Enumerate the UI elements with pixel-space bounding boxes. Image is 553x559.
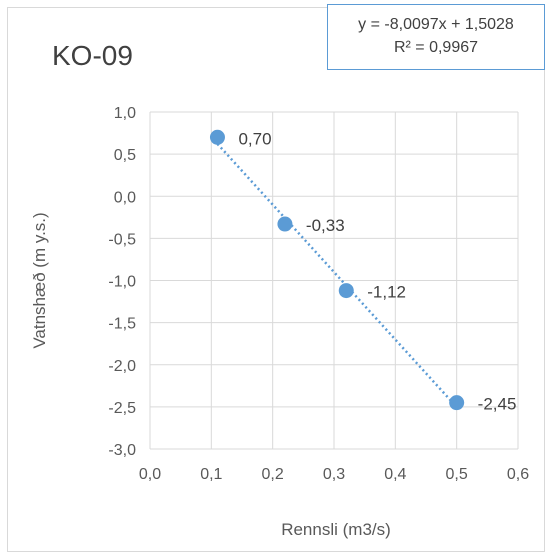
x-axis-ticks: 0,0 0,1 0,2 0,3 0,4 0,5 0,6 [139, 466, 529, 483]
data-point [277, 216, 293, 232]
x-tick-label: 0,0 [139, 466, 161, 483]
y-tick-label: -2,5 [108, 400, 136, 417]
x-tick-label: 0,4 [384, 466, 406, 483]
x-tick-label: 0,6 [507, 466, 529, 483]
trendline-equation-box: y = -8,0097x + 1,5028 R² = 0,9967 [327, 4, 545, 70]
y-axis-ticks: 1,0 0,5 0,0 -0,5 -1,0 -1,5 -2,0 -2,5 -3,0 [108, 105, 136, 459]
x-tick-label: 0,1 [200, 466, 222, 483]
data-point [209, 129, 225, 145]
y-axis-label: Vatnshæð (m y.s.) [30, 212, 49, 348]
x-tick-label: 0,5 [446, 466, 468, 483]
trendline-r2: R² = 0,9967 [393, 39, 479, 56]
grid [149, 111, 519, 450]
x-axis-label: Rennsli (m3/s) [281, 520, 391, 539]
x-tick-label: 0,2 [262, 466, 284, 483]
data-label: -0,33 [306, 216, 345, 235]
y-tick-label: 0,5 [114, 147, 136, 164]
x-tick-label: 0,3 [323, 466, 345, 483]
y-tick-label: -3,0 [108, 442, 136, 459]
y-tick-label: -2,0 [108, 358, 136, 375]
data-label: 0,70 [238, 129, 271, 148]
data-point [449, 395, 465, 411]
data-label: -2,45 [478, 395, 517, 414]
data-points [209, 129, 465, 411]
trendline [216, 143, 458, 408]
trendline-equation: y = -8,0097x + 1,5028 [358, 16, 514, 33]
chart-area-border [7, 7, 545, 552]
data-labels: 0,70 -0,33 -1,12 -2,45 [238, 129, 516, 413]
data-point [338, 283, 354, 299]
y-tick-label: 1,0 [114, 105, 136, 122]
y-tick-label: 0,0 [114, 189, 136, 206]
y-tick-label: -0,5 [108, 231, 136, 248]
data-label: -1,12 [367, 283, 406, 302]
y-tick-label: -1,5 [108, 316, 136, 333]
y-tick-label: -1,0 [108, 274, 136, 291]
chart-title: KO-09 [52, 40, 133, 71]
